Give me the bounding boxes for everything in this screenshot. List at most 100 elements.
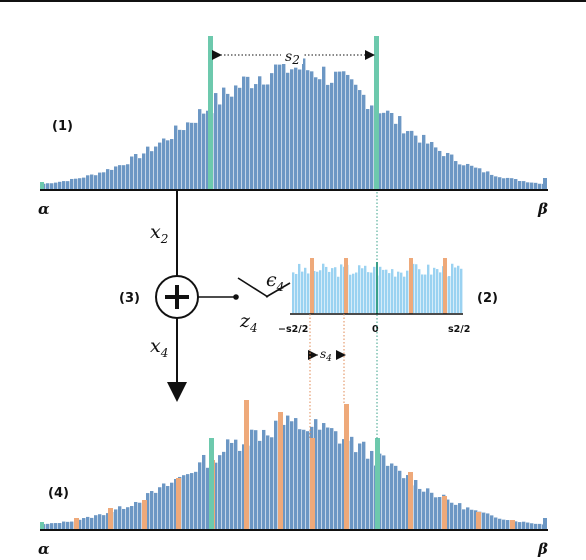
histogram-bar xyxy=(302,58,306,190)
histogram-bar xyxy=(466,163,470,189)
noise-level-bar xyxy=(310,258,314,314)
histogram-bar xyxy=(490,174,494,189)
noise-bar xyxy=(394,276,397,313)
histogram-bar xyxy=(322,66,326,189)
step-1-label: (1) xyxy=(52,119,73,134)
s2-label-bg xyxy=(281,46,303,64)
histogram-bar xyxy=(510,178,514,189)
noise-bar xyxy=(295,273,298,313)
noise-bar xyxy=(337,276,340,313)
histogram-bar xyxy=(498,177,502,189)
noise-bar xyxy=(334,267,337,313)
histogram-bar xyxy=(214,93,218,189)
noise-bar xyxy=(325,266,328,313)
histogram-bar xyxy=(226,439,230,529)
histogram-bar xyxy=(330,82,334,189)
histogram-bar xyxy=(518,522,522,529)
histogram-bar xyxy=(118,506,122,529)
histogram-bar xyxy=(298,69,302,189)
edge-spike xyxy=(40,182,44,189)
histogram-bar xyxy=(394,465,398,529)
histogram-bar xyxy=(230,442,234,529)
noise-bar xyxy=(322,263,325,313)
histogram-bar xyxy=(270,73,274,189)
quantization-level-bar xyxy=(408,472,413,530)
noise-bar xyxy=(304,267,307,313)
histogram-bar xyxy=(158,142,162,189)
histogram-bar xyxy=(522,521,526,529)
histogram-bar xyxy=(406,475,410,529)
histogram-bar xyxy=(94,515,98,529)
histogram-bar xyxy=(402,133,406,189)
histogram-bar xyxy=(506,177,510,189)
histogram-bar xyxy=(242,76,246,189)
switch-lever-lower xyxy=(265,282,291,298)
tick-zero: 0 xyxy=(372,324,379,335)
histogram-bar xyxy=(198,109,202,189)
histogram-bar xyxy=(46,523,50,529)
histogram-bar xyxy=(134,501,138,529)
noise-bar xyxy=(313,270,316,313)
histogram-bar xyxy=(474,510,478,529)
histogram-bar xyxy=(354,84,358,189)
noise-bar xyxy=(364,265,367,313)
histogram-bar xyxy=(382,112,386,189)
histogram-bar xyxy=(314,419,318,529)
histogram-bar xyxy=(430,141,434,189)
histogram-bar xyxy=(426,143,430,189)
histogram-bar xyxy=(482,172,486,189)
noise-bar xyxy=(319,270,322,313)
histogram-bar xyxy=(418,142,422,189)
histogram-bar xyxy=(246,76,250,189)
histogram-bar xyxy=(114,166,118,189)
histogram-bar xyxy=(490,515,494,529)
histogram-bar xyxy=(514,179,518,189)
histogram-bar xyxy=(262,84,266,189)
alpha-top-label: α xyxy=(38,200,50,218)
beta-bottom-label: β xyxy=(537,540,548,558)
noise-bar xyxy=(406,270,409,313)
s4-label-bg xyxy=(318,346,336,362)
histogram-bar xyxy=(330,428,334,529)
histogram-bar xyxy=(302,429,306,529)
histogram-bar xyxy=(198,462,202,529)
histogram-bar xyxy=(378,113,382,189)
histogram-bar xyxy=(318,429,322,529)
histogram-bar xyxy=(402,478,406,529)
noise-bar xyxy=(451,263,454,313)
histogram-bar xyxy=(438,497,442,529)
histogram-bar xyxy=(298,429,302,529)
histogram-bar xyxy=(354,452,358,529)
histogram-bar xyxy=(146,146,150,189)
top-histogram xyxy=(40,55,547,190)
histogram-bar xyxy=(214,462,218,529)
noise-bar xyxy=(367,272,370,313)
histogram-bar xyxy=(426,488,430,529)
noise-bar xyxy=(436,269,439,313)
histogram-bar xyxy=(462,165,466,189)
histogram-bar xyxy=(438,150,442,189)
top-left-marker-bar xyxy=(208,36,213,190)
histogram-bar xyxy=(166,140,170,189)
histogram-bar xyxy=(110,169,114,189)
histogram-bar xyxy=(66,181,70,189)
noise-bar xyxy=(355,272,358,313)
histogram-bar xyxy=(326,427,330,529)
histogram-bar xyxy=(454,161,458,189)
histogram-bar xyxy=(238,450,242,529)
histogram-bar xyxy=(258,76,262,189)
noise-bar xyxy=(373,266,376,313)
noise-bar xyxy=(298,263,301,313)
noise-bar xyxy=(460,268,463,313)
histogram-bar xyxy=(362,441,366,529)
teal-level-bar xyxy=(375,438,380,530)
tick-plus-s2-half: s2/2 xyxy=(448,324,470,335)
histogram-bar xyxy=(62,181,66,189)
noise-bar xyxy=(340,264,343,313)
histogram-bar xyxy=(334,431,338,529)
histogram-bar xyxy=(526,182,530,189)
histogram-bar xyxy=(266,435,270,529)
histogram-bar xyxy=(118,165,122,189)
histogram-bar xyxy=(386,110,390,189)
noise-bar xyxy=(301,271,304,313)
